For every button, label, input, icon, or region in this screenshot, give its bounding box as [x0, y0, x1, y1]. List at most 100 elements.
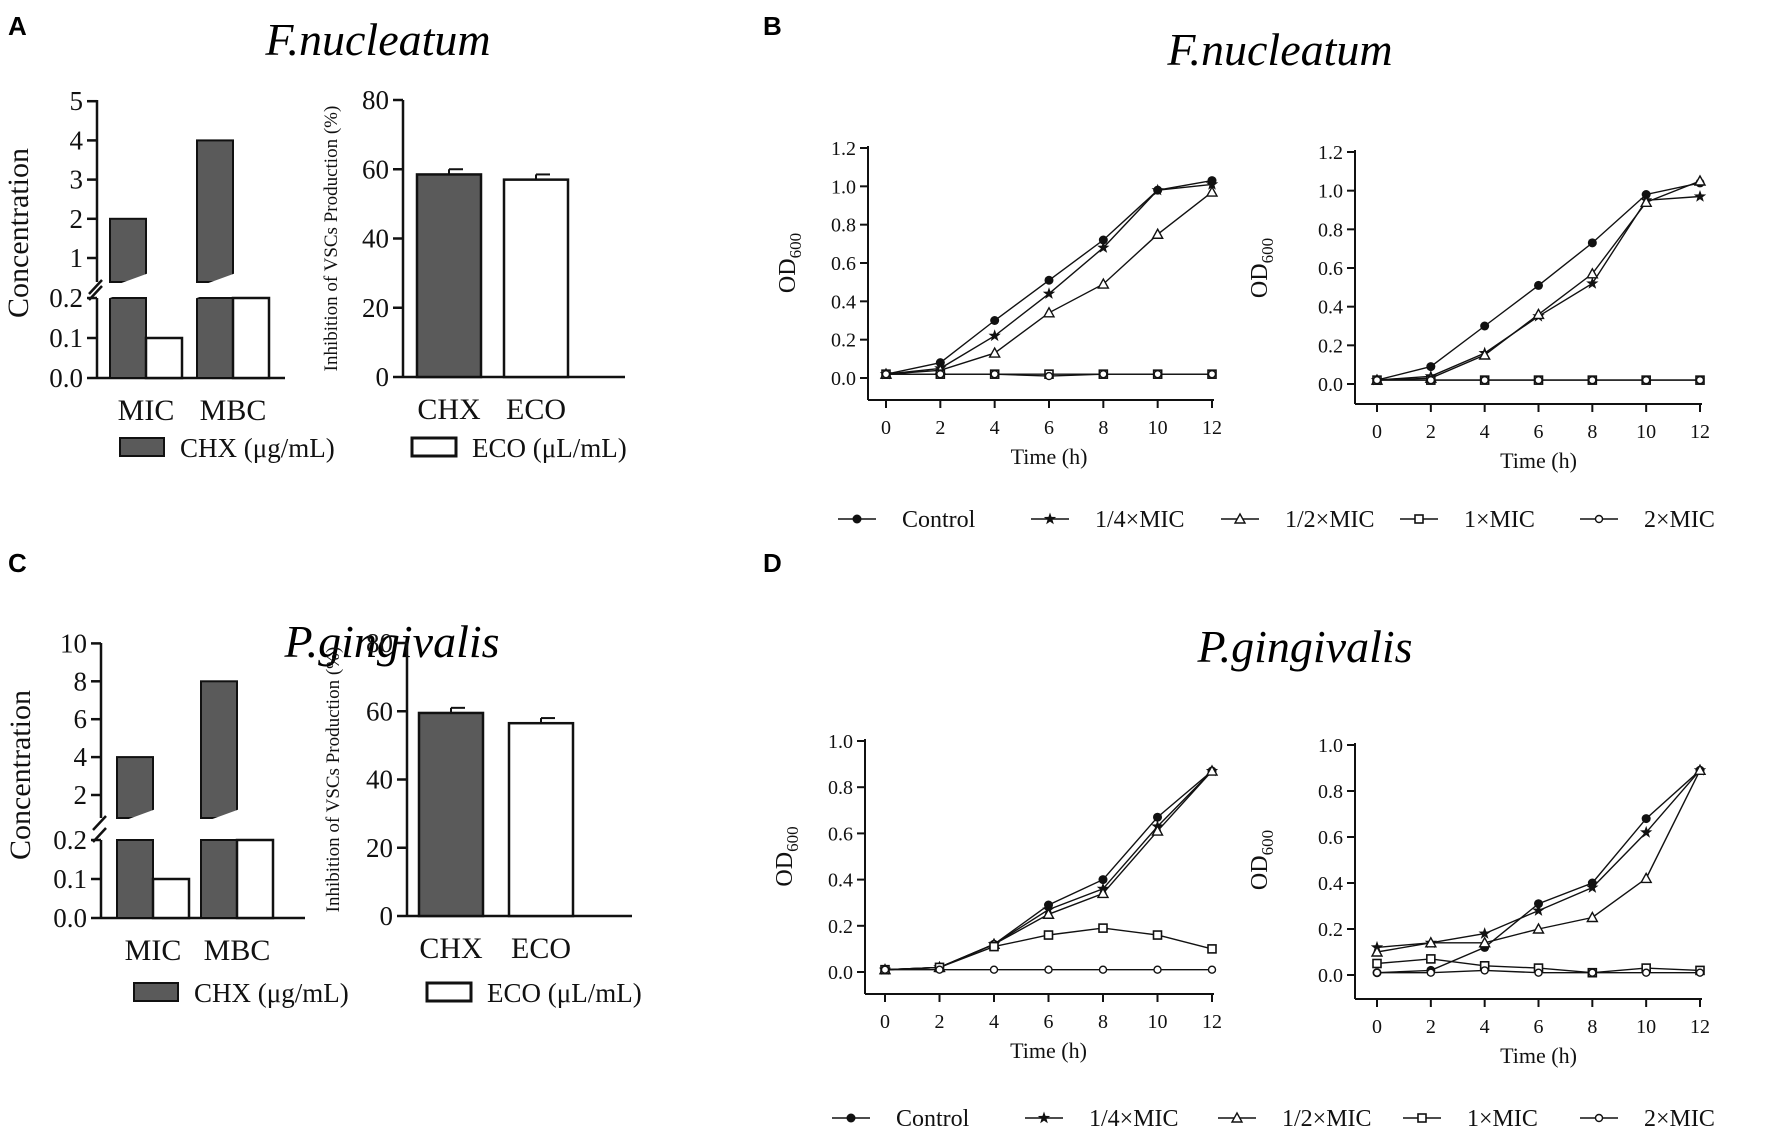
x-axis-label: Time (h) — [1010, 1038, 1087, 1063]
y-tick-label: 0.0 — [49, 363, 83, 393]
x-tick-label: 2 — [1426, 1016, 1436, 1038]
legend-swatch-chx — [133, 982, 179, 1002]
y-tick-label: 80 — [362, 85, 389, 115]
y-tick-label: 0.8 — [1318, 781, 1343, 803]
x-tick-label: 8 — [1098, 1011, 1108, 1033]
legend-marker — [1414, 514, 1424, 524]
bar-break-gap — [195, 809, 243, 835]
series-line — [1376, 180, 1701, 381]
legend-label-chx: CHX (μg/mL) — [180, 433, 335, 463]
y-tick-label: 0.2 — [1318, 919, 1343, 941]
data-point — [989, 941, 999, 952]
data-point — [1588, 968, 1597, 977]
x-tick-label: 10 — [1636, 1016, 1656, 1038]
legend-label: 1/4×MIC — [1095, 507, 1185, 533]
legend-swatch-eco — [410, 436, 458, 458]
x-tick-label: 4 — [1480, 1016, 1490, 1038]
bar-eco — [502, 178, 570, 379]
x-tick-label: 12 — [1202, 417, 1222, 439]
legend-marker — [852, 514, 862, 524]
panel-letter-b: B — [763, 11, 782, 41]
y-tick-label: 2 — [70, 204, 84, 234]
title-a: F.nucleatum — [264, 14, 490, 65]
y-tick-label: 0.8 — [831, 215, 856, 237]
x-tick-label: 12 — [1690, 421, 1710, 443]
data-point — [1693, 174, 1707, 186]
bar-chx — [116, 756, 154, 819]
data-point — [1480, 966, 1489, 975]
y-tick-label: 0.2 — [49, 283, 83, 313]
panel-letter-d: D — [763, 548, 782, 578]
x-category-label: CHX — [419, 932, 483, 965]
title-c: P.gingivalis — [283, 616, 499, 667]
y-axis-label: Concentration — [2, 148, 35, 318]
y-axis-label: Inhibition of VSCs Production (%) — [323, 647, 344, 913]
x-tick-label: 2 — [935, 1011, 945, 1033]
bar-eco — [144, 336, 184, 380]
y-tick-label: 0.2 — [828, 916, 853, 938]
data-point — [1534, 280, 1543, 290]
x-category-label: MIC — [118, 394, 175, 427]
data-point — [1042, 306, 1056, 318]
data-point — [1151, 227, 1164, 239]
data-point — [1043, 930, 1054, 940]
data-point — [1532, 922, 1545, 934]
data-point — [989, 965, 999, 974]
series-line — [884, 770, 1213, 971]
data-point — [1042, 287, 1056, 299]
panel-letter-c: C — [8, 548, 27, 578]
series-line — [884, 770, 1213, 971]
panel-letter-a: A — [8, 11, 27, 41]
data-point — [1372, 375, 1382, 385]
x-tick-label: 2 — [935, 417, 945, 439]
y-axis-label: OD600 — [1247, 238, 1277, 298]
x-axis-label: Time (h) — [1500, 1043, 1577, 1068]
x-tick-label: 10 — [1636, 421, 1656, 443]
data-point — [1478, 927, 1491, 939]
y-tick-label: 10 — [60, 628, 87, 658]
x-tick-label: 12 — [1202, 1011, 1222, 1033]
data-point — [1586, 277, 1599, 289]
data-point — [1372, 968, 1382, 977]
legend-marker — [1230, 1111, 1244, 1123]
x-tick-label: 4 — [989, 1011, 999, 1033]
data-point — [1586, 881, 1599, 893]
data-point — [1532, 307, 1545, 320]
data-point — [1097, 241, 1110, 253]
y-tick-label: 0.0 — [831, 368, 856, 390]
legend-marker — [1043, 512, 1057, 525]
series-line — [1376, 769, 1701, 949]
x-tick-label: 8 — [1587, 421, 1597, 443]
data-point — [1044, 275, 1054, 285]
y-tick-label: 1.0 — [831, 176, 856, 198]
y-tick-label: 5 — [70, 86, 84, 116]
data-point — [1532, 904, 1545, 916]
x-tick-label: 2 — [1426, 421, 1436, 443]
data-point — [1096, 887, 1110, 899]
data-point — [1478, 348, 1491, 360]
y-tick-label: 8 — [74, 666, 88, 696]
y-tick-label: 1.0 — [828, 731, 853, 753]
legend-label: 1/2×MIC — [1282, 1106, 1372, 1132]
series-line — [1376, 769, 1701, 974]
data-point — [1639, 195, 1653, 207]
x-tick-label: 8 — [1587, 1016, 1597, 1038]
x-tick-label: 10 — [1148, 417, 1168, 439]
data-point — [988, 329, 1001, 342]
y-tick-label: 0.4 — [1318, 297, 1343, 319]
axis-break-mark — [88, 279, 103, 295]
y-tick-label: 0.6 — [1318, 258, 1343, 280]
legend-marker — [1037, 1111, 1051, 1124]
x-category-label: CHX — [417, 393, 481, 426]
y-tick-label: 0.0 — [1318, 374, 1343, 396]
y-tick-label: 0.0 — [828, 962, 853, 984]
bar-eco — [231, 296, 271, 380]
data-point — [1480, 321, 1490, 331]
data-point — [1424, 936, 1438, 948]
y-axis-label: OD600 — [772, 826, 802, 886]
y-tick-label: 0.1 — [49, 323, 83, 353]
y-tick-label: 0.6 — [828, 823, 853, 845]
data-point — [1586, 267, 1599, 279]
y-tick-label: 0 — [376, 362, 390, 392]
data-point — [1099, 369, 1108, 379]
